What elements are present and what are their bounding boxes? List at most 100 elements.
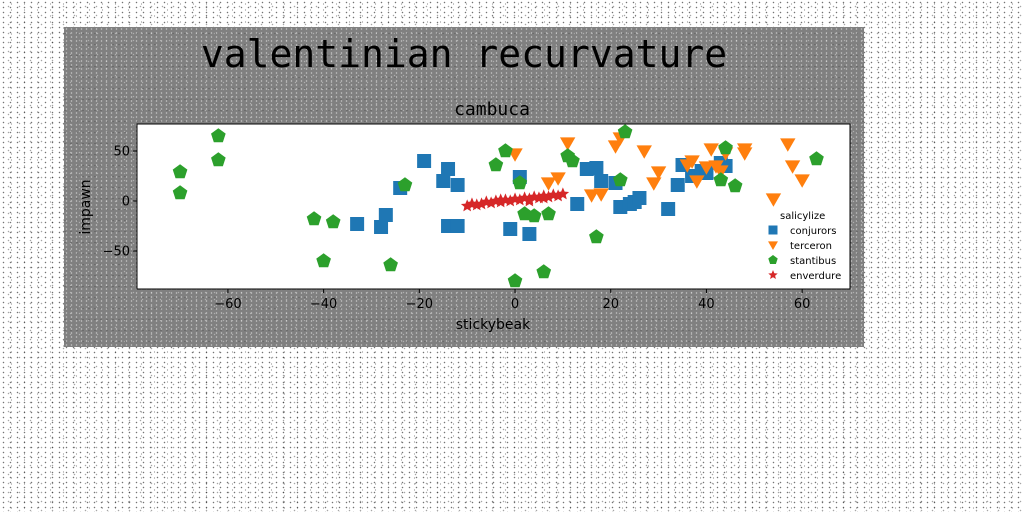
point-enverdure-23 <box>537 191 551 204</box>
point-terceron-21 <box>765 193 782 207</box>
point-enverdure-22 <box>523 194 536 207</box>
legend-title: salicylize <box>780 211 825 222</box>
legend-label-enverdure: enverdure <box>790 271 841 282</box>
point-conjurors-2 <box>378 208 393 222</box>
point-stantibus-10 <box>498 143 513 158</box>
point-terceron-8 <box>636 145 652 159</box>
y-axis-ticks: −50 0 50 <box>103 145 137 260</box>
point-stantibus-11 <box>507 273 523 288</box>
y-tick-label-0: −50 <box>103 245 130 260</box>
point-stantibus-19 <box>589 229 604 244</box>
point-stantibus-15 <box>536 264 552 279</box>
point-stantibus-8 <box>397 177 413 192</box>
legend-label-terceron: terceron <box>790 241 832 252</box>
point-conjurors-13 <box>570 197 585 211</box>
point-conjurors-4 <box>417 154 432 168</box>
point-stantibus-5 <box>325 214 341 229</box>
point-stantibus-23 <box>718 140 733 155</box>
x-tick-label-6: 60 <box>794 297 811 312</box>
legend-label-conjurors: conjurors <box>790 226 836 237</box>
point-enverdure-10 <box>513 193 527 206</box>
point-conjurors-23 <box>670 178 685 192</box>
point-enverdure-21 <box>494 193 507 206</box>
x-tick-label-3: 0 <box>511 297 519 312</box>
point-terceron-20 <box>737 147 753 161</box>
legend-marker-terceron <box>768 241 778 250</box>
point-stantibus-25 <box>809 151 824 166</box>
point-stantibus-7 <box>383 257 398 272</box>
point-conjurors-5 <box>436 174 451 188</box>
point-terceron-13 <box>689 175 705 189</box>
point-stantibus-2 <box>211 128 226 143</box>
legend-marker-conjurors <box>768 225 778 235</box>
point-stantibus-24 <box>727 178 743 193</box>
point-conjurors-0 <box>350 217 365 231</box>
data-points <box>172 124 824 288</box>
point-stantibus-4 <box>306 211 322 226</box>
point-stantibus-14 <box>526 208 542 223</box>
point-terceron-17 <box>713 165 729 179</box>
point-conjurors-16 <box>594 174 609 188</box>
legend-marker-enverdure <box>768 270 778 279</box>
point-conjurors-10 <box>503 222 518 236</box>
chart-suptitle: valentinian recurvature <box>201 32 727 76</box>
x-axis-label: stickybeak <box>456 317 531 333</box>
point-stantibus-3 <box>211 152 226 167</box>
point-enverdure-4 <box>484 196 498 209</box>
point-terceron-23 <box>784 160 801 174</box>
figure: valentinian recurvature cambuca −60 −40 −2… <box>64 27 864 347</box>
point-stantibus-16 <box>541 206 556 221</box>
point-stantibus-20 <box>612 172 628 187</box>
point-terceron-12 <box>684 155 700 169</box>
point-terceron-9 <box>646 177 662 191</box>
point-conjurors-9 <box>450 219 465 233</box>
legend: salicylize conjurors terceron stantibus env… <box>768 211 841 282</box>
point-enverdure-2 <box>475 197 488 210</box>
point-enverdure-0 <box>460 199 474 212</box>
point-enverdure-18 <box>551 189 565 202</box>
y-tick-label-2: 50 <box>113 145 130 160</box>
chart-title: cambuca <box>454 99 530 120</box>
point-conjurors-21 <box>632 191 647 205</box>
x-tick-label-0: −60 <box>214 297 241 312</box>
point-terceron-2 <box>550 172 566 186</box>
x-tick-label-1: −40 <box>310 297 337 312</box>
plot-frame <box>136 123 851 290</box>
point-terceron-10 <box>650 166 667 180</box>
point-stantibus-1 <box>172 185 188 200</box>
point-conjurors-7 <box>450 178 465 192</box>
x-axis-ticks: −60 −40 −20 0 20 40 60 <box>214 289 810 312</box>
point-stantibus-12 <box>512 175 528 190</box>
point-enverdure-20 <box>465 197 479 210</box>
point-stantibus-22 <box>713 172 729 187</box>
legend-label-stantibus: stantibus <box>790 256 836 267</box>
point-conjurors-1 <box>374 220 389 234</box>
point-terceron-1 <box>540 177 557 191</box>
point-conjurors-12 <box>522 227 537 241</box>
y-tick-label-1: 0 <box>122 195 130 210</box>
series-terceron <box>507 132 810 207</box>
point-conjurors-22 <box>661 202 676 216</box>
point-enverdure-19 <box>556 187 570 200</box>
scatter-chart: valentinian recurvature cambuca −60 −40 −2… <box>78 32 851 333</box>
point-enverdure-8 <box>503 194 517 207</box>
point-terceron-24 <box>794 174 810 188</box>
point-terceron-4 <box>583 189 600 203</box>
point-terceron-14 <box>698 161 715 175</box>
x-tick-label-4: 20 <box>602 297 619 312</box>
point-stantibus-0 <box>172 164 188 179</box>
point-terceron-15 <box>703 143 719 157</box>
point-terceron-3 <box>559 137 576 151</box>
y-axis-label: impawn <box>78 179 94 234</box>
point-stantibus-21 <box>617 124 633 139</box>
point-terceron-5 <box>593 188 609 202</box>
series-enverdure <box>460 187 570 212</box>
point-stantibus-6 <box>316 253 331 268</box>
point-stantibus-9 <box>488 157 504 172</box>
x-tick-label-2: −20 <box>406 297 433 312</box>
x-tick-label-5: 40 <box>698 297 715 312</box>
point-conjurors-6 <box>441 162 456 176</box>
series-stantibus <box>172 124 824 288</box>
point-conjurors-15 <box>589 161 604 175</box>
point-terceron-22 <box>780 138 796 152</box>
